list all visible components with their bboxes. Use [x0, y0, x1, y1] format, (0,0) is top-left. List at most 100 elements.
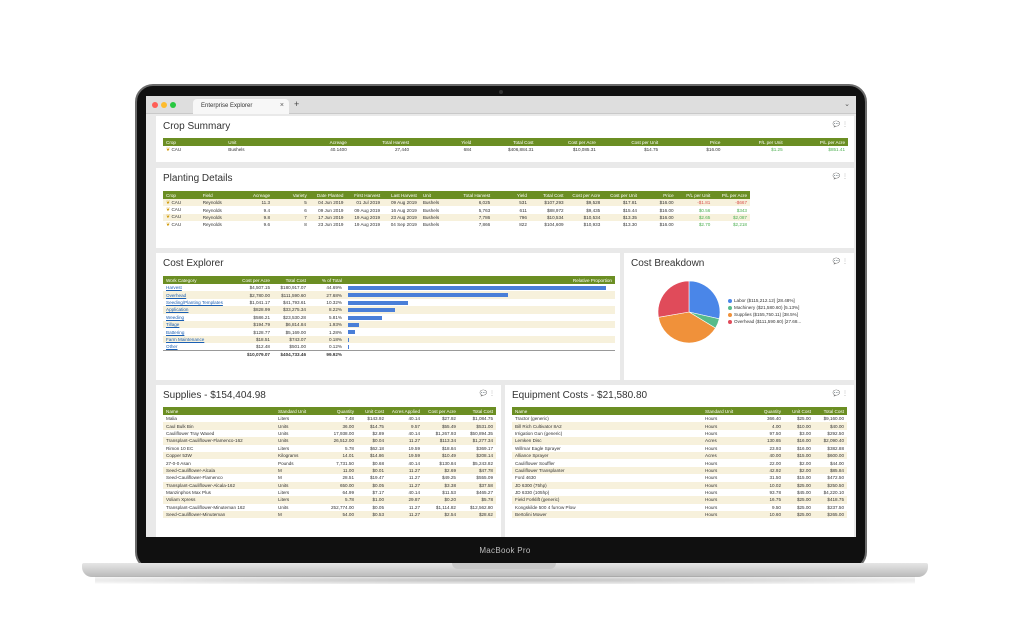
panel-actions: 💬 ⋮ — [833, 390, 848, 397]
table-cell: $9,160.00 — [823, 416, 844, 422]
table-row[interactable]: ❦ CAU Reynolds 11.3 5 04 Jun 2019 01 Jul 2019… — [163, 199, 750, 207]
work-category-link[interactable]: Seeding/Planting Templates — [166, 299, 223, 305]
table-cell: $55.49 — [423, 422, 459, 430]
table-cell: $1.00 — [357, 496, 387, 504]
work-category-link[interactable]: Battering — [166, 329, 185, 335]
work-category-link[interactable]: Other — [166, 344, 178, 350]
table-row[interactable]: Seed-Cauliflower-Flamenco M 28.51 $19.47 11.… — [163, 474, 496, 481]
table-cell: 11.27 — [387, 466, 423, 475]
table-row[interactable]: Irrigation Gun (generic) Hours 97.50 $3.00 $… — [512, 430, 847, 437]
table-row[interactable]: JD 6300 (75hp) Hours 10.02 $25.00 $250.50 — [512, 481, 847, 489]
table-row[interactable]: JD 6330 (105hp) Hours 93.78 $45.00 $4,220.10 — [512, 489, 847, 496]
table-row[interactable]: Cauliflower Transplanter Hours 42.92 $2.00 $… — [512, 466, 847, 475]
table-row[interactable]: Cauliflower Souffler Hours 22.00 $2.00 $44.0… — [512, 459, 847, 466]
comment-icon[interactable]: 💬 — [479, 391, 488, 397]
pie-slice[interactable] — [658, 311, 716, 344]
legend-item[interactable]: Supplies ($155,750.11) [38.5%] — [728, 311, 801, 318]
equipment-costs-panel: Equipment Costs - $21,580.80 💬 ⋮ Name Sta… — [505, 385, 854, 537]
table-cell: $47.78 — [459, 466, 496, 475]
table-row[interactable]: Kongskilde 500 4 furrow Plow Hours 9.50 $25… — [512, 504, 847, 511]
legend-item[interactable]: Machinery ($21,580.60) [5.13%] — [728, 304, 801, 311]
table-cell: $555.09 — [476, 475, 493, 481]
table-row[interactable]: Transplant-Cauliflower-Alcala-162 Units 65… — [163, 481, 496, 489]
table-row[interactable]: Seed-Cauliflower-Minuteman M 54.00 $0.53 11.… — [163, 511, 496, 519]
table-row[interactable]: Bill Rich Cultivator 8A2 Hours 4.00 $10.00 $… — [512, 422, 847, 430]
close-window-button[interactable] — [152, 102, 158, 108]
crop-name: CAU — [170, 207, 182, 213]
more-icon[interactable]: ⋮ — [842, 174, 848, 180]
column-header: Name — [163, 407, 275, 415]
minimize-window-button[interactable] — [161, 102, 167, 108]
more-icon[interactable]: ⋮ — [842, 391, 848, 397]
table-cell: $0.53 — [357, 511, 387, 519]
legend-item[interactable]: Labor ($115,212.12) [28.48%] — [728, 297, 801, 304]
table-row[interactable]: Seed-Cauliflower-Alcala M 11.00 $0.01 11.27 $… — [163, 466, 496, 475]
empty-cell — [345, 349, 615, 358]
table-row[interactable]: ❦ CAU Bushels 40.1400 27,440 684 $406,884.31 $… — [163, 146, 848, 153]
table-row[interactable]: Cauliflower Tray Waxed Units 17,938.00 $2.8… — [163, 430, 496, 437]
table-row[interactable]: Lemken Disc Acres 130.65 $16.00 $2,090.40 — [512, 437, 847, 445]
table-row[interactable]: Field Forklift (generic) Hours 16.75 $25.00… — [512, 496, 847, 504]
pie-slice[interactable] — [657, 280, 690, 318]
pie-slice[interactable] — [688, 280, 721, 320]
table-row[interactable]: Copper 53W Kilograms 14.01 $14.86 19.59 $10.4… — [163, 451, 496, 460]
table-cell: $14.75 — [357, 422, 387, 430]
close-tab-icon[interactable]: × — [279, 102, 284, 109]
table-row[interactable]: Voliam Xpress Liters 5.78 $1.00 29.87 $0.20 $5… — [163, 496, 496, 504]
table-row[interactable]: Malia Liters 7.48 $143.92 40.14 $27.92 $1,084.… — [163, 415, 496, 422]
work-category-link[interactable]: Farm Maintenance — [163, 335, 233, 344]
table-row[interactable]: Harvest $4,507.15 $180,917.07 44.69% — [163, 284, 615, 291]
table-row[interactable]: Overhead $2,780.00 $111,590.60 27.68% — [163, 291, 615, 299]
table-cell: $5.78 — [459, 496, 496, 504]
table-row[interactable]: Transplant-Cauliflower-Minuteman 162 Unit… — [163, 504, 496, 511]
work-category-link[interactable]: Harvest — [166, 285, 182, 291]
table-cell: 36.00 — [323, 422, 357, 430]
table-row[interactable]: Farm Maintenance $18.51 $743.07 0.18% — [163, 335, 615, 344]
table-cell: 10.32% — [326, 299, 342, 305]
table-row[interactable]: Bertolini Mower Hours 10.60 $25.00 $265.00 — [512, 511, 847, 519]
table-row[interactable]: Tractor (generic) Hours 366.40 $25.00 $9,160… — [512, 415, 847, 422]
more-icon[interactable]: ⋮ — [489, 391, 495, 397]
table-row[interactable]: Caul Bulk Bin Units 36.00 $14.75 9.57 $55.49 $… — [163, 422, 496, 430]
table-cell: Seed-Cauliflower-Alcala — [163, 466, 275, 475]
comment-icon[interactable]: 💬 — [832, 391, 841, 397]
table-row[interactable]: Transplant-Cauliflower-Flamenco-162 Units… — [163, 437, 496, 445]
new-tab-button[interactable]: + — [294, 99, 300, 109]
table-cell: $600.00 — [814, 451, 847, 460]
table-cell: $25.00 — [796, 504, 811, 510]
table-row[interactable]: ❦ CAU Reynolds 9.6 8 23 Jun 2019 19 Aug 2019 0… — [163, 221, 750, 228]
work-category-link[interactable]: Weeding — [166, 314, 185, 320]
more-icon[interactable]: ⋮ — [842, 259, 848, 265]
table-row[interactable]: Manzinphos Max Plus Liters 64.99 $7.17 40.14… — [163, 489, 496, 496]
table-row[interactable]: Weeding $586.21 $23,530.28 5.81% — [163, 314, 615, 321]
table-row[interactable]: 27-0-0 Asan Pounds 7,731.50 $0.68 40.14 $130.… — [163, 459, 496, 466]
work-category-link[interactable]: Overhead — [163, 291, 233, 299]
cost-breakdown-legend: Labor ($115,212.12) [28.48%] Machinery ($… — [728, 297, 801, 325]
table-cell: Malia — [166, 416, 177, 422]
tab-menu-icon[interactable]: ⌄ — [844, 101, 850, 108]
crop-name: CAU — [170, 214, 182, 220]
table-row[interactable]: Tillage $194.79 $6,814.84 1.93% — [163, 320, 615, 329]
legend-item[interactable]: Overhead ($111,590.60) [27.68... — [728, 318, 801, 325]
comment-icon[interactable]: 💬 — [832, 174, 841, 180]
maximize-window-button[interactable] — [170, 102, 176, 108]
browser-tab[interactable]: Enterprise Explorer × — [193, 99, 289, 114]
work-category-link[interactable]: Application — [163, 306, 233, 314]
table-row[interactable]: Battering $128.77 $5,169.00 1.28% — [163, 328, 615, 335]
cost-explorer-title: Cost Explorer — [163, 258, 224, 269]
table-row[interactable]: Willmar Eagle Sprayer Hours 23.93 $16.00 $38… — [512, 445, 847, 452]
more-icon[interactable]: ⋮ — [842, 122, 848, 128]
table-cell: $16.00 — [659, 222, 674, 228]
table-row[interactable]: Application $828.99 $33,275.34 8.22% — [163, 306, 615, 314]
table-row[interactable]: Other $12.48 $501.00 0.12% — [163, 343, 615, 350]
table-row[interactable]: Ford 4630 Hours 31.50 $15.00 $472.50 — [512, 474, 847, 481]
table-cell: 5 — [273, 199, 310, 207]
table-row[interactable]: Rimon 10 EC Liters 5.78 $62.18 19.59 $18.84 $3… — [163, 445, 496, 452]
comment-icon[interactable]: 💬 — [832, 122, 841, 128]
table-row[interactable]: ❦ CAU Reynolds 9.4 6 09 Jun 2019 09 Aug 2019 1… — [163, 206, 750, 213]
comment-icon[interactable]: 💬 — [832, 259, 841, 265]
work-category-link[interactable]: Tillage — [163, 320, 233, 329]
table-row[interactable]: ❦ CAU Reynolds 9.8 7 17 Jun 2019 19 Aug 2019 2… — [163, 213, 750, 222]
table-row[interactable]: Alliance Sprayer Acres 40.00 $15.00 $600.00 — [512, 451, 847, 460]
table-row[interactable]: Seeding/Planting Templates $1,041.17 $41,7… — [163, 299, 615, 306]
